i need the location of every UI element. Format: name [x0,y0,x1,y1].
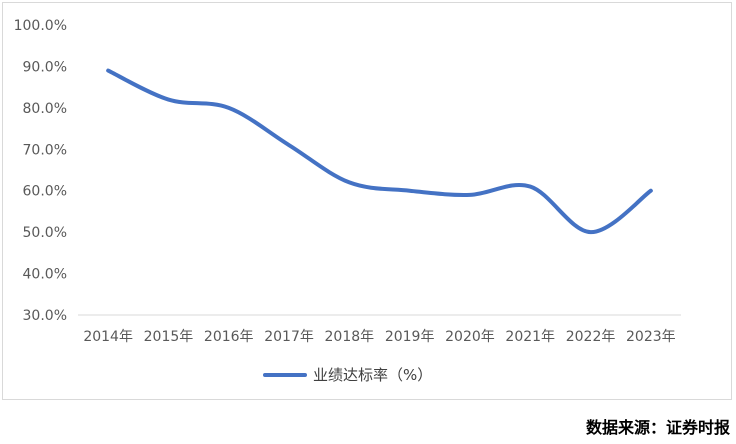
x-tick-label: 2022年 [566,329,616,345]
x-tick-label: 2020年 [445,329,495,345]
y-axis: 100.0% 90.0% 80.0% 70.0% 60.0% 50.0% 40.0% 30.0… [14,18,67,324]
y-tick-label: 60.0% [23,184,67,200]
series-line [106,68,653,235]
x-tick-label: 2021年 [505,329,555,345]
data-point [589,230,593,234]
y-tick-label: 70.0% [23,142,67,158]
data-point [347,180,351,184]
series-layer [106,68,653,235]
data-point [287,143,291,147]
data-point [408,189,412,193]
y-tick-label: 100.0% [14,18,67,34]
y-tick-label: 80.0% [23,101,67,117]
x-tick-label: 2014年 [83,329,133,345]
legend-label: 业绩达标率（%） [313,366,432,384]
x-tick-label: 2023年 [626,329,676,345]
x-tick-label: 2017年 [264,329,314,345]
source-note: 数据来源：证券时报 [585,418,730,437]
legend: 业绩达标率（%） [263,366,432,384]
x-tick-label: 2015年 [144,329,194,345]
y-tick-label: 50.0% [23,225,67,241]
chart-frame: 100.0% 90.0% 80.0% 70.0% 60.0% 50.0% 40.0% 30.0… [2,2,732,400]
y-tick-label: 90.0% [23,59,67,75]
x-tick-label: 2019年 [385,329,435,345]
x-tick-label: 2018年 [325,329,375,345]
x-tick-label: 2016年 [204,329,254,345]
x-axis: 2014年 2015年 2016年 2017年 2018年 2019年 2020年 2021年… [83,329,675,345]
y-tick-label: 30.0% [23,308,67,324]
y-tick-label: 40.0% [23,267,67,283]
line-chart: 100.0% 90.0% 80.0% 70.0% 60.0% 50.0% 40.0% 30.0… [14,18,681,384]
data-point [166,98,170,102]
data-point [468,193,472,197]
data-point [227,106,231,110]
data-point [649,189,653,193]
data-point [528,185,532,189]
data-point [106,69,110,73]
